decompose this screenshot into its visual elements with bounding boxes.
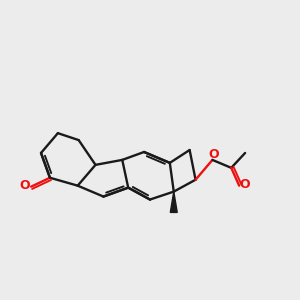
Text: O: O: [208, 148, 219, 161]
Polygon shape: [170, 192, 177, 212]
Text: O: O: [240, 178, 250, 191]
Text: O: O: [20, 179, 31, 192]
